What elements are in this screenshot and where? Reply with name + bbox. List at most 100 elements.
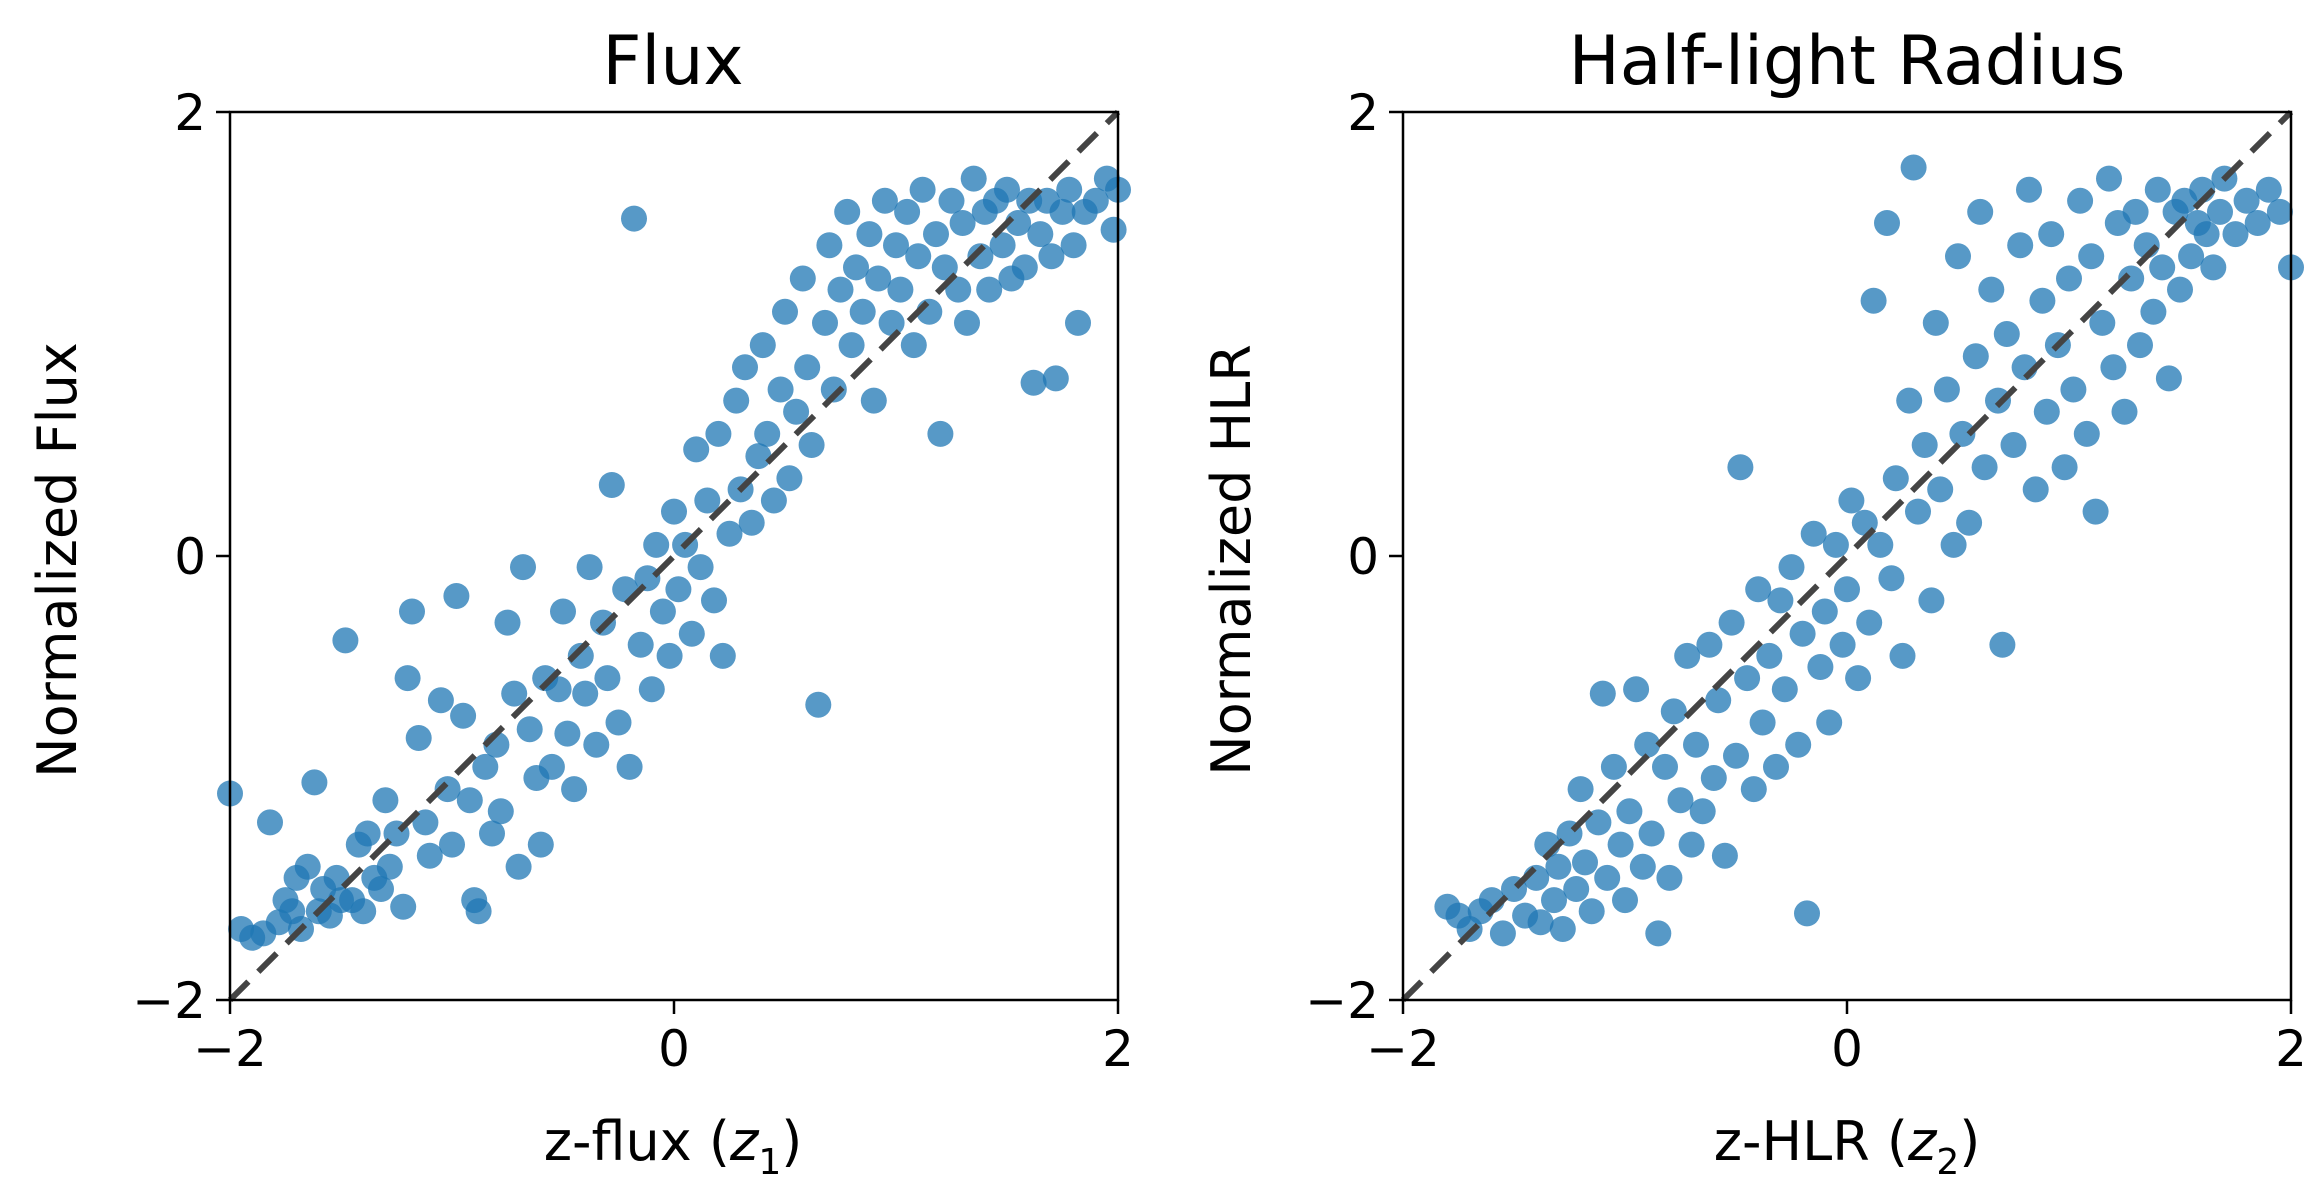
- flux-data-point: [967, 243, 994, 270]
- hlr-data-point: [1629, 853, 1656, 880]
- hlr-data-point: [2022, 476, 2049, 503]
- flux-points: [217, 165, 1131, 951]
- hlr-data-point: [1896, 387, 1923, 414]
- hlr-data-point: [1734, 665, 1761, 692]
- flux-data-point: [954, 309, 980, 336]
- hlr-data-point: [2060, 376, 2087, 403]
- flux-data-point: [494, 609, 521, 636]
- hlr-data-point: [1878, 565, 1905, 592]
- hlr-data-point: [1489, 920, 1516, 947]
- flux-data-point: [843, 254, 869, 281]
- flux-data-point: [927, 420, 954, 447]
- flux-data-point: [678, 620, 705, 647]
- flux-data-point: [827, 276, 854, 303]
- flux-data-point: [834, 198, 861, 225]
- flux-data-point: [709, 642, 736, 669]
- hlr-data-point: [1985, 387, 2011, 414]
- flux-xtick-label: 0: [658, 1020, 690, 1078]
- flux-xlabel-text: z-flux (: [544, 1110, 730, 1173]
- hlr-data-point: [1874, 210, 1900, 236]
- hlr-data-point: [2167, 276, 2193, 303]
- hlr-data-point: [1567, 776, 1594, 803]
- hlr-data-point: [2033, 398, 2060, 425]
- hlr-data-point: [2067, 187, 2094, 214]
- hlr-data-point: [1918, 587, 1945, 614]
- hlr-ylabel: Normalized HLR: [1200, 344, 1263, 776]
- hlr-data-point: [1933, 376, 1960, 403]
- flux-data-point: [649, 598, 676, 625]
- hlr-data-point: [2096, 165, 2122, 192]
- hlr-data-point: [2244, 210, 2271, 236]
- flux-data-point: [878, 309, 905, 336]
- hlr-data-point: [1800, 520, 1827, 547]
- hlr-data-point: [2007, 232, 2034, 259]
- flux-data-point: [472, 753, 499, 780]
- hlr-data-point: [1816, 709, 1843, 736]
- flux-data-point: [561, 776, 588, 803]
- flux-data-point: [856, 221, 883, 248]
- hlr-data-point: [2127, 332, 2153, 359]
- flux-data-point: [643, 531, 670, 558]
- hlr-ytick-label: 2: [1347, 84, 1379, 142]
- flux-data-point: [871, 187, 898, 214]
- hlr-data-point: [1900, 154, 1927, 181]
- flux-data-point: [1027, 221, 1054, 248]
- hlr-data-point: [1956, 509, 1983, 536]
- flux-panel: Flux Normalized Flux z-flux (z1) −2 0 2 −2 0…: [26, 22, 1134, 1183]
- hlr-data-point: [1945, 243, 1971, 270]
- flux-data-point: [838, 332, 865, 359]
- flux-data-point: [760, 487, 787, 514]
- flux-data-point: [516, 716, 543, 743]
- hlr-data-point: [2222, 221, 2249, 248]
- flux-data-point: [687, 554, 714, 581]
- flux-data-point: [405, 725, 432, 751]
- flux-data-point: [390, 893, 417, 920]
- hlr-data-point: [1545, 853, 1572, 880]
- hlr-data-point: [1740, 776, 1767, 803]
- hlr-data-point: [2082, 498, 2109, 525]
- flux-data-point: [705, 420, 732, 447]
- hlr-data-point: [2233, 187, 2260, 214]
- flux-xtick-label: 2: [1102, 1020, 1134, 1078]
- flux-data-point: [960, 165, 987, 192]
- hlr-data-point: [1794, 900, 1820, 927]
- hlr-data-point: [2122, 198, 2149, 225]
- hlr-data-point: [1696, 631, 1723, 658]
- hlr-data-point: [1678, 831, 1705, 858]
- hlr-data-point: [1572, 849, 1598, 876]
- hlr-data-point: [1607, 831, 1634, 858]
- hlr-data-point: [2073, 420, 2100, 447]
- hlr-data-point: [1962, 343, 1989, 370]
- hlr-data-point: [1763, 753, 1789, 780]
- hlr-data-point: [1778, 554, 1805, 581]
- flux-data-point: [594, 665, 621, 692]
- hlr-data-point: [1667, 787, 1694, 814]
- flux-data-point: [794, 354, 821, 381]
- hlr-data-point: [1594, 864, 1621, 891]
- hlr-data-point: [1822, 531, 1849, 558]
- flux-data-point: [665, 576, 692, 603]
- hlr-data-point: [1527, 909, 1554, 936]
- flux-data-point: [989, 232, 1016, 259]
- hlr-ticks: −2 0 2 −2 0 2: [1305, 84, 2307, 1078]
- flux-data-point: [376, 853, 403, 880]
- hlr-data-point: [1674, 642, 1701, 669]
- flux-data-point: [527, 831, 554, 858]
- hlr-data-point: [1745, 576, 1772, 603]
- flux-data-point: [399, 598, 425, 625]
- hlr-data-point: [1623, 676, 1650, 703]
- flux-ytick-label: 2: [174, 84, 206, 142]
- flux-data-point: [1020, 369, 1047, 396]
- flux-data-point: [894, 198, 921, 225]
- flux-title: Flux: [602, 22, 743, 101]
- hlr-data-point: [1612, 887, 1638, 914]
- flux-data-point: [1049, 198, 1076, 225]
- hlr-xlabel-var: z: [1907, 1110, 1938, 1173]
- hlr-panel: Half-light Radius Normalized HLR z-HLR (…: [1200, 22, 2307, 1183]
- hlr-data-point: [2193, 221, 2220, 248]
- flux-data-point: [487, 798, 514, 825]
- hlr-data-point: [2100, 354, 2127, 381]
- flux-data-point: [789, 265, 816, 292]
- flux-data-point: [883, 232, 909, 259]
